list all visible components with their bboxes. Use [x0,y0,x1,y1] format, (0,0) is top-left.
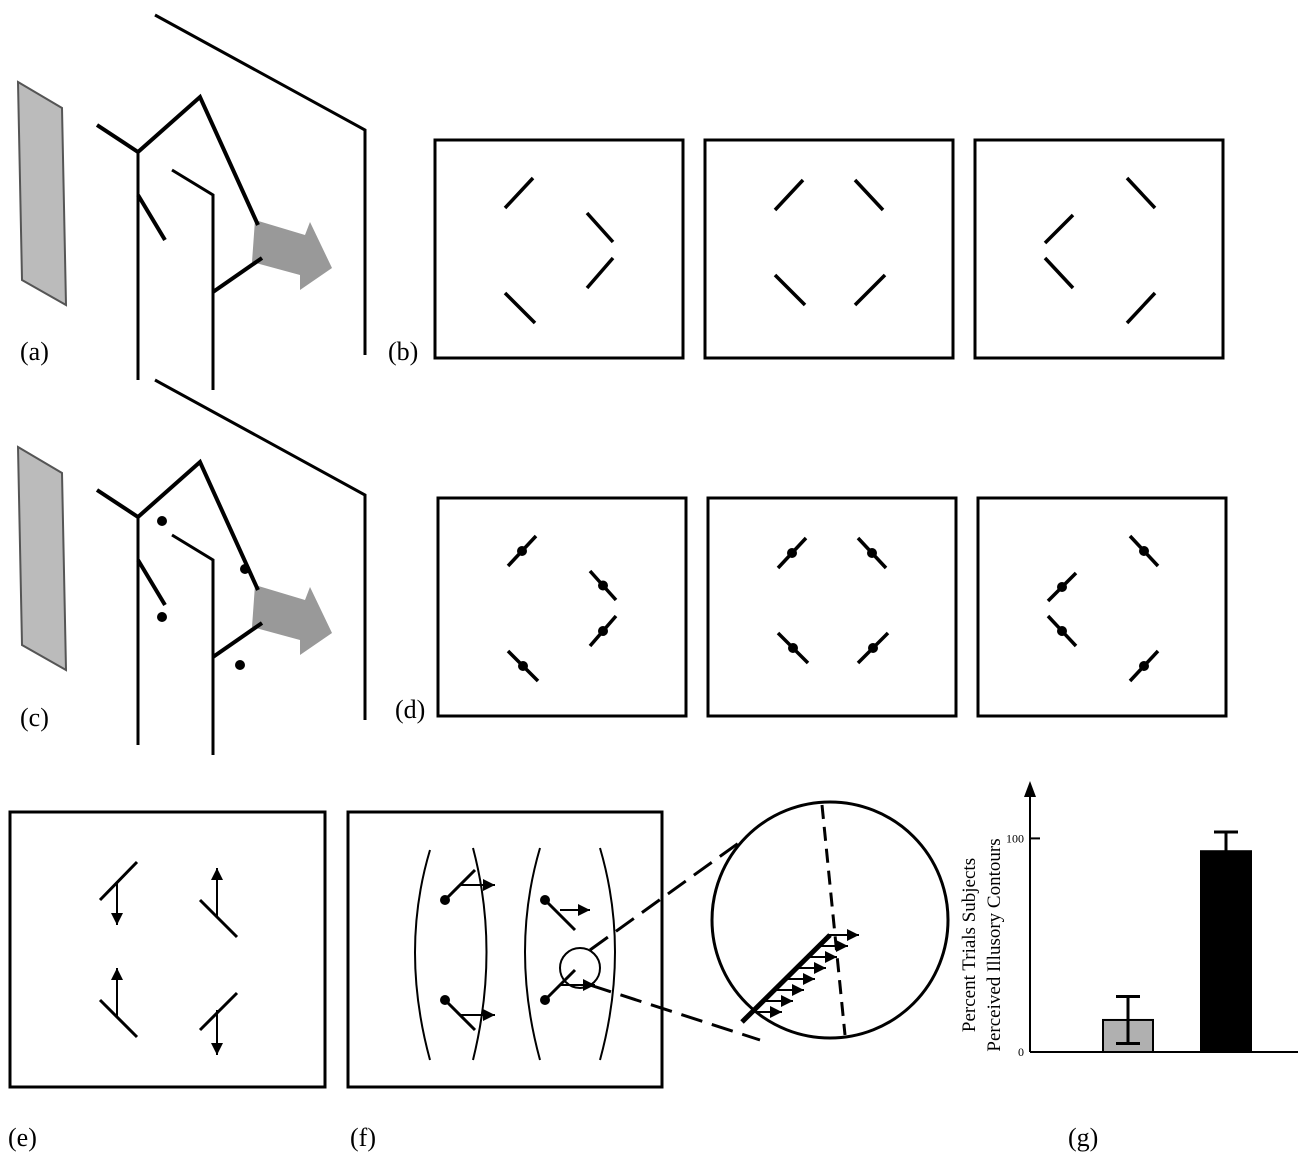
neuron [95,458,260,591]
arrowhead [792,984,804,996]
stroke [543,898,577,932]
arc [599,847,616,1061]
stroke [198,991,239,1032]
dot [540,895,550,905]
arrowhead [803,973,815,985]
dot [1057,582,1067,592]
frame [8,810,327,1089]
stroke [773,273,807,307]
stroke [585,256,615,290]
frame [706,496,958,718]
frame [976,496,1228,718]
stroke [1043,213,1075,245]
stroke [98,860,139,902]
frame [346,810,664,1089]
dot [598,580,608,591]
frame [436,496,688,718]
frame-line [154,378,367,720]
stroke [98,998,139,1039]
stroke [1043,256,1075,290]
slab [16,80,68,307]
y-label-line: Perceived Illusory Contours [984,838,1005,1051]
dot [788,643,798,653]
dot [235,660,245,670]
stroke [585,211,615,244]
dot [240,564,250,574]
frame-line [154,13,367,355]
dot [157,516,167,526]
frame [433,138,685,360]
zoom-line [589,840,761,1042]
stroke [853,273,887,307]
arrowhead [578,904,590,916]
panel-label: (e) [8,1123,37,1152]
stroke [773,178,805,212]
error-bar [1214,830,1238,872]
zoom-circle [559,947,601,989]
stroke [503,291,537,325]
arrowhead [836,940,848,952]
arrowhead [770,1006,782,1018]
arrowhead [847,929,859,941]
arrowhead [781,995,793,1007]
dot [1139,546,1149,556]
dot [867,548,877,558]
arrowhead [211,868,223,880]
arrowhead [483,1009,495,1021]
stroke [136,558,167,607]
neuron [171,533,215,755]
neuron [95,93,260,226]
panel-label: (a) [20,337,49,366]
stroke [1125,291,1157,325]
panel-label: (d) [395,695,425,724]
y-tick-label: 0 [1018,1045,1024,1059]
arc [472,847,488,1061]
dot [598,626,608,636]
arrow [252,220,332,290]
zoom [710,800,950,1040]
panel-label: (g) [1068,1123,1098,1152]
stroke [211,256,264,294]
dot [157,612,167,622]
y-axis-label: Percent Trials Subjects Perceived Illuso… [959,838,1005,1051]
arc [414,849,431,1061]
y-label-line: Percent Trials Subjects [959,858,980,1032]
dot [1057,626,1067,636]
arrowhead [483,879,495,891]
arrowhead [814,962,826,974]
dot [868,643,878,653]
arc [524,847,541,1061]
y-tick-label: 100 [1006,831,1024,845]
dashed-axis [820,804,847,1036]
error-bar [1116,994,1140,1045]
bar [1200,850,1252,1053]
stroke [853,178,885,212]
dot [518,661,528,671]
dot [1139,661,1149,671]
arrowhead [211,1043,223,1055]
neuron [171,168,215,390]
dot [540,995,550,1005]
arrowhead [111,913,123,925]
frame [703,138,955,360]
dot [787,548,797,558]
stroke [1125,176,1157,210]
dot [517,546,527,556]
stroke [211,621,264,659]
dot [440,895,450,905]
panel-label: (f) [350,1123,376,1152]
panel-label: (b) [388,337,418,366]
slab [16,445,68,672]
dot [440,995,450,1005]
stroke [136,193,167,242]
axis-arrow [1024,781,1036,797]
arrowhead [825,951,837,963]
stroke [198,898,239,939]
arrow [252,585,332,655]
arrowhead [111,968,123,980]
frame [973,138,1225,360]
panel-label: (c) [20,703,49,732]
stroke [503,176,535,210]
